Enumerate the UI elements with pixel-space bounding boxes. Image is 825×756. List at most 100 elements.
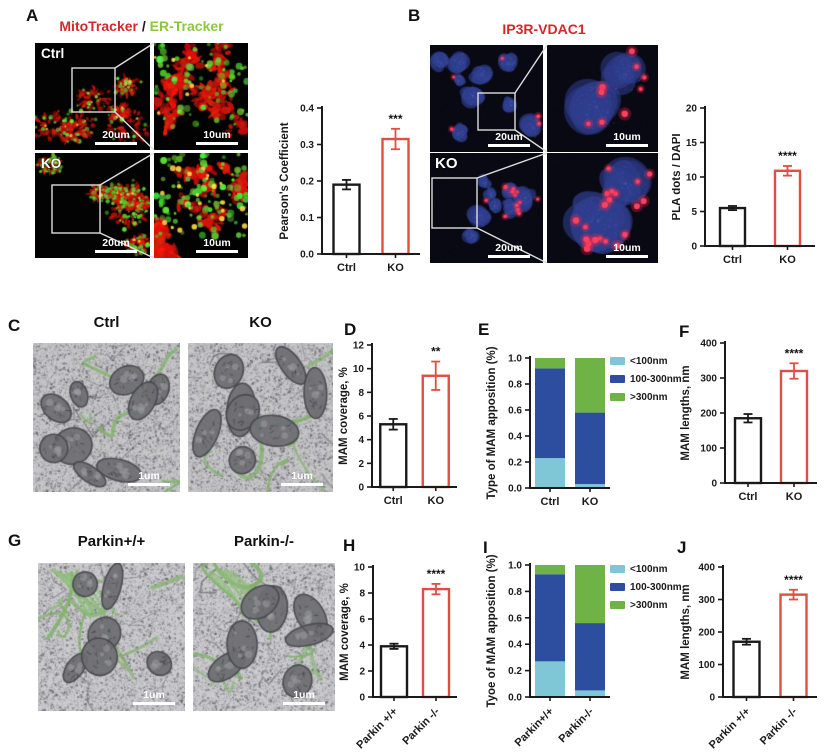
panel-label-d: D [344, 320, 357, 339]
svg-text:Parkin+/+: Parkin+/+ [513, 706, 557, 750]
legend-item-100-300: 100-300nm [610, 370, 682, 388]
er-tracker-title-part: ER-Tracker [149, 18, 224, 34]
svg-text:Ctrl: Ctrl [384, 495, 403, 507]
svg-text:0.0: 0.0 [508, 693, 522, 704]
svg-text:Ctrl: Ctrl [541, 496, 560, 508]
scalebar-b-ko-overview: 20um [488, 242, 530, 258]
svg-text:0.3: 0.3 [300, 140, 314, 151]
mitotracker-title-part: MitoTracker [59, 18, 138, 34]
svg-text:KO: KO [786, 491, 803, 503]
svg-text:6: 6 [358, 412, 364, 423]
svg-text:8: 8 [358, 388, 364, 399]
svg-text:KO: KO [582, 496, 599, 508]
legend-label-gt300: >300nm [630, 391, 668, 403]
panel-label-j: J [677, 538, 687, 557]
svg-text:Ctrl: Ctrl [723, 254, 742, 266]
svg-text:0.8: 0.8 [508, 380, 522, 391]
svg-text:KO: KO [779, 254, 796, 266]
svg-text:Parkin +/+: Parkin +/+ [354, 706, 400, 751]
panel-label-a: A [26, 6, 39, 25]
svg-text:****: **** [778, 149, 797, 163]
panel-label-c: C [8, 316, 21, 335]
svg-text:0: 0 [359, 693, 365, 704]
legend-swatch-lt100 [610, 357, 625, 365]
panel-label-h: H [343, 536, 356, 555]
panel-a-ctrl-zoom-image [154, 43, 248, 150]
panel-g-wt-em-image [38, 563, 185, 711]
svg-text:0.4: 0.4 [508, 640, 522, 651]
chart-mam-apposition-ctrl-ko: 0.0 0.2 0.4 0.6 0.8 1.0 Ctrl KO Type of MAM appo… [468, 330, 618, 534]
chart-pla-dots: 0 5 10 15 20 Ctrl **** KO PLA dots / DAPI [672, 88, 823, 284]
svg-text:0.0: 0.0 [508, 484, 522, 495]
svg-text:20: 20 [686, 104, 698, 115]
svg-text:2: 2 [358, 459, 364, 470]
svg-text:Tyoe of MAM apposition (%): Tyoe of MAM apposition (%) [486, 554, 498, 707]
legend-label-lt100: <100nm [630, 355, 668, 367]
legend-item-lt100: <100nm [610, 352, 682, 370]
svg-text:KO: KO [428, 495, 445, 507]
svg-text:****: **** [785, 346, 804, 360]
scalebar-c-ko: 1um [281, 470, 323, 486]
svg-text:MAM coverage, %: MAM coverage, % [338, 367, 350, 465]
panel-label-f: F [679, 322, 690, 341]
panel-g-wt-title: Parkin+/+ [77, 533, 146, 550]
svg-text:0.1: 0.1 [300, 213, 314, 224]
chart-mam-apposition-parkin: 0.0 0.2 0.4 0.6 0.8 1.0 Parkin+/+ Parkin-/- Tyoe… [468, 545, 618, 756]
panel-c-ko-title: KO [249, 314, 272, 331]
panel-label-g: G [8, 531, 22, 550]
svg-text:0.4: 0.4 [300, 104, 314, 115]
svg-text:KO: KO [387, 262, 404, 274]
svg-text:MAM coverage, %: MAM coverage, % [339, 583, 351, 681]
svg-text:0.2: 0.2 [508, 458, 522, 469]
panel-a-ko-zoom-image [154, 153, 248, 258]
legend-swatch-gt300 [610, 393, 625, 401]
chart-mam-coverage-ctrl-ko: 0 2 4 6 8 10 12 Ctrl ** KO MAM coverage, % [338, 325, 465, 517]
panel-b-ko-zoom-image [547, 153, 658, 263]
svg-text:0.6: 0.6 [508, 613, 522, 624]
svg-text:400: 400 [698, 563, 715, 574]
svg-text:0.4: 0.4 [508, 432, 522, 443]
panel-g-ko-em-image [193, 563, 335, 711]
scalebar-a-ko-zoom: 10um [196, 237, 238, 253]
panel-a-ko-label: KO [41, 156, 62, 171]
svg-text:10: 10 [353, 364, 365, 375]
panel-a-title: MitoTracker / ER-Tracker [35, 18, 248, 34]
svg-text:0: 0 [709, 693, 715, 704]
svg-text:Type of MAM apposition (%): Type of MAM apposition (%) [486, 346, 498, 499]
legend-item-gt300: >300nm [610, 596, 682, 614]
svg-text:4: 4 [359, 641, 365, 652]
svg-text:0: 0 [711, 479, 717, 490]
svg-text:8: 8 [359, 589, 365, 600]
legend-label-100-300: 100-300nm [630, 373, 682, 385]
svg-text:0.2: 0.2 [300, 177, 314, 188]
svg-text:Ctrl: Ctrl [337, 262, 356, 274]
svg-text:****: **** [784, 573, 803, 587]
svg-text:Parkin -/-: Parkin -/- [758, 705, 800, 747]
svg-text:4: 4 [358, 435, 364, 446]
svg-text:****: **** [427, 567, 446, 581]
svg-text:0.8: 0.8 [508, 587, 522, 598]
scalebar-a-ko-overview: 20um [95, 237, 137, 253]
panel-b-ko-label: KO [435, 155, 458, 172]
scalebar-b-ko-zoom: 10um [606, 242, 648, 258]
svg-text:200: 200 [698, 628, 715, 639]
legend-swatch-lt100 [610, 565, 625, 573]
svg-text:0: 0 [691, 242, 697, 253]
panel-c-ctrl-em-image [33, 343, 180, 492]
legend-item-100-300: 100-300nm [610, 578, 682, 596]
svg-text:***: *** [388, 112, 402, 126]
svg-text:Parkin-/-: Parkin-/- [557, 705, 597, 745]
scalebar-b-ctrl-zoom: 10um [606, 131, 648, 147]
legend-item-lt100: <100nm [610, 560, 682, 578]
svg-text:10: 10 [354, 563, 366, 574]
svg-text:PLA dots / DAPI: PLA dots / DAPI [672, 133, 683, 220]
legend-label-lt100: <100nm [630, 563, 668, 575]
chart-mam-lengths-ctrl-ko: 0 100 200 300 400 Ctrl **** KO MAM lengths, nm [678, 325, 825, 521]
panel-label-b: B [408, 6, 421, 25]
panel-c-ko-em-image [188, 343, 333, 492]
svg-text:1.0: 1.0 [508, 354, 522, 365]
panel-label-i: I [483, 538, 488, 557]
legend-swatch-100-300 [610, 583, 625, 591]
svg-text:200: 200 [700, 409, 717, 420]
svg-text:0.6: 0.6 [508, 406, 522, 417]
